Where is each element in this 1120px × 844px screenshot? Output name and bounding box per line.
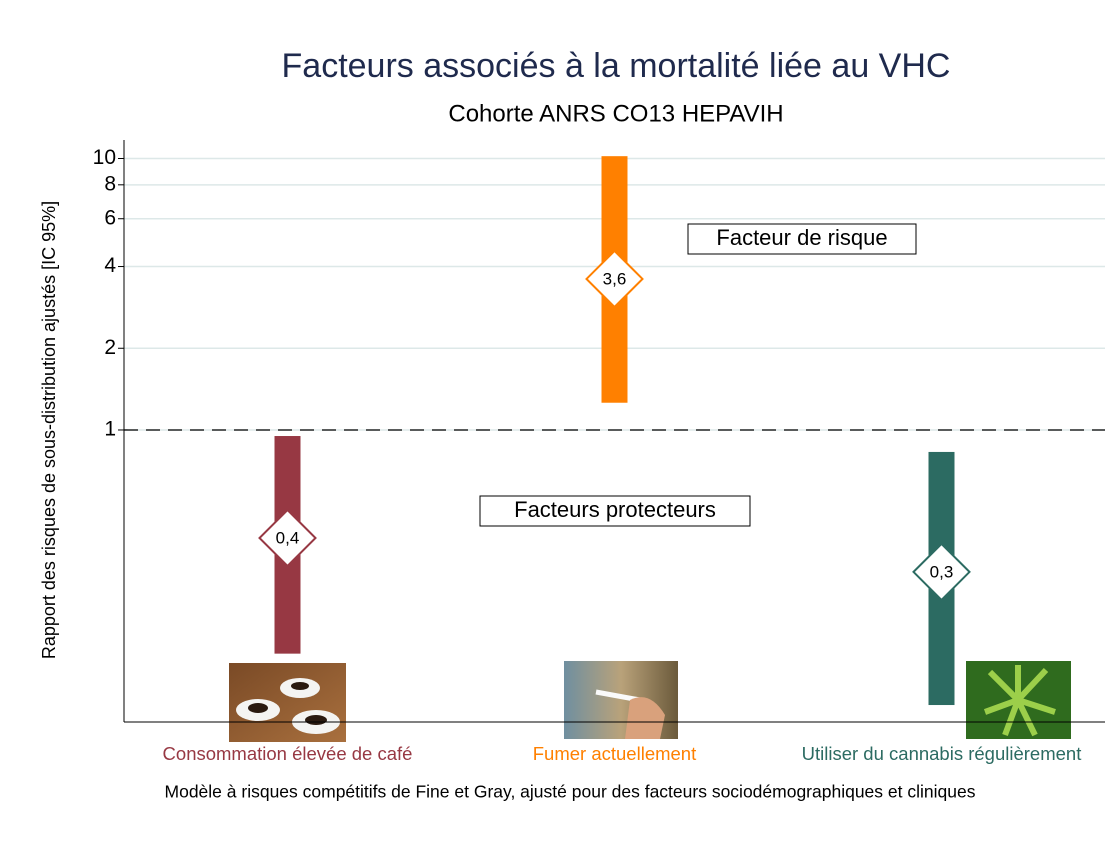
coffee (305, 715, 327, 725)
value-label: 0,4 (276, 528, 300, 547)
annotation: Facteurs protecteurs (514, 497, 716, 522)
value-label: 0,3 (930, 562, 954, 581)
y-tick-label: 2 (104, 336, 116, 359)
y-tick-label: 8 (104, 172, 116, 195)
coffee (291, 682, 309, 690)
x-tick-label: Utiliser du cannabis régulièrement (802, 743, 1082, 764)
chart-note: Modèle à risques compétitifs de Fine et … (165, 782, 976, 802)
chart-subtitle: Cohorte ANRS CO13 HEPAVIH (448, 100, 783, 127)
y-tick-label: 4 (104, 254, 116, 277)
y-tick-label: 10 (93, 146, 116, 169)
y-tick-label: 1 (104, 418, 116, 441)
y-tick-label: 6 (104, 206, 116, 229)
y-axis-label: Rapport des risques de sous-distribution… (39, 201, 59, 659)
coffee (248, 703, 268, 713)
annotation: Facteur de risque (716, 225, 887, 250)
value-label: 3,6 (603, 269, 627, 288)
x-tick-label: Fumer actuellement (533, 743, 696, 764)
x-tick-label: Consommation élevée de café (163, 743, 413, 764)
chart-title: Facteurs associés à la mortalité liée au… (282, 47, 951, 85)
chart: Facteurs associés à la mortalité liée au… (0, 0, 1120, 844)
